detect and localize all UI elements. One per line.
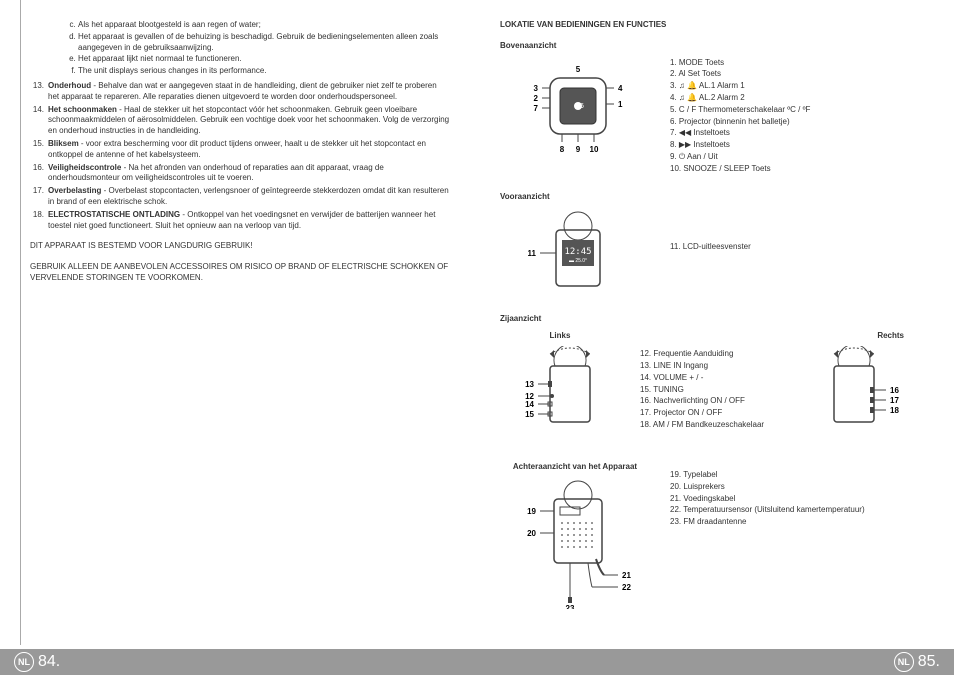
- top-controls: 1. MODE Toets2. Al Set Toets3. ♫ 🔔 AL.1 …: [670, 58, 810, 176]
- svg-text:3: 3: [534, 84, 539, 93]
- back-view-row: Achteraanzicht van het Apparaat: [500, 452, 924, 609]
- numbered-item: 15.Bliksem - voor extra bescherming voor…: [30, 139, 450, 161]
- control-item: 19. Typelabel: [670, 470, 865, 481]
- svg-text:1: 1: [618, 100, 623, 109]
- control-item: 14. VOLUME + / -: [640, 373, 784, 384]
- numbered-item: 13.Onderhoud - Behalve dan wat er aangeg…: [30, 81, 450, 103]
- nl-badge-right: NL: [894, 652, 914, 672]
- svg-text:23: 23: [566, 604, 575, 609]
- svg-text:18: 18: [890, 406, 899, 415]
- side-right-svg: 16 17 18: [804, 346, 924, 436]
- control-item: 7. ◀◀ Insteltoets: [670, 128, 810, 139]
- side-left-svg: 13 12 14 15: [500, 346, 620, 436]
- item-e: Het apparaat lijkt niet normaal te funct…: [78, 54, 450, 65]
- rechts-label: Rechts: [804, 331, 924, 342]
- item-f: The unit displays serious changes in its…: [78, 66, 450, 77]
- top-diagram: 5 3 2 7 4 1 6 8 9 10: [500, 58, 650, 176]
- back-controls: 19. Typelabel20. Luisprekers21. Voedings…: [670, 452, 865, 609]
- numbered-item: 16.Veiligheidscontrole - Na het afronden…: [30, 163, 450, 185]
- control-item: 10. SNOOZE / SLEEP Toets: [670, 164, 810, 175]
- svg-text:6: 6: [580, 103, 584, 110]
- back-heading: Achteraanzicht van het Apparaat: [500, 462, 650, 473]
- page-num-right: NL 85.: [894, 651, 940, 673]
- svg-text:17: 17: [890, 396, 899, 405]
- control-item: 17. Projector ON / OFF: [640, 408, 784, 419]
- control-item: 22. Temperatuursensor (Uitsluitend kamer…: [670, 505, 865, 516]
- control-item: 3. ♫ 🔔 AL.1 Alarm 1: [670, 81, 810, 92]
- top-svg: 5 3 2 7 4 1 6 8 9 10: [500, 58, 650, 158]
- control-item: 9. ⏻ Aan / Uit: [670, 152, 810, 163]
- top-view-row: 5 3 2 7 4 1 6 8 9 10 1. MODE Toets2. Al …: [500, 58, 924, 176]
- side-controls: 12. Frequentie Aanduiding13. LINE IN Ing…: [640, 331, 784, 432]
- page-divider: [20, 0, 21, 645]
- side-left-diagram: Links 13 12 14 15: [500, 331, 620, 436]
- page-num-left: NL 84.: [14, 651, 60, 673]
- svg-text:14: 14: [525, 400, 534, 409]
- control-item: 23. FM draadantenne: [670, 517, 865, 528]
- side-view-row: Links 13 12 14 15 12. Frequentie Aanduid…: [500, 331, 924, 436]
- front-heading: Vooraanzicht: [500, 192, 924, 203]
- control-item: 18. AM / FM Bandkeuzeschakelaar: [640, 420, 784, 431]
- control-item: 1. MODE Toets: [670, 58, 810, 69]
- svg-text:8: 8: [560, 145, 565, 154]
- item-c: Als het apparaat blootgesteld is aan reg…: [78, 20, 450, 31]
- front-svg: 12:45 ▬ 25.0° 11: [500, 208, 650, 298]
- svg-text:▬ 25.0°: ▬ 25.0°: [569, 258, 587, 264]
- item-d: Het apparaat is gevallen of de behuizing…: [78, 32, 450, 54]
- lettered-list: Als het apparaat blootgesteld is aan reg…: [30, 20, 450, 77]
- svg-text:12:45: 12:45: [564, 247, 591, 257]
- control-item: 8. ▶▶ Insteltoets: [670, 140, 810, 151]
- control-item: 13. LINE IN Ingang: [640, 361, 784, 372]
- control-item: 20. Luisprekers: [670, 482, 865, 493]
- control-item: 16. Nachverlichting ON / OFF: [640, 396, 784, 407]
- section-title: LOKATIE VAN BEDIENINGEN EN FUNCTIES: [500, 20, 924, 31]
- svg-text:2: 2: [534, 94, 539, 103]
- control-item: 12. Frequentie Aanduiding: [640, 349, 784, 360]
- svg-text:5: 5: [576, 65, 581, 74]
- front-diagram: 12:45 ▬ 25.0° 11: [500, 208, 650, 298]
- left-column: Als het apparaat blootgesteld is aan reg…: [30, 20, 450, 640]
- front-controls: 11. LCD-uitleesvenster: [670, 208, 751, 298]
- svg-text:9: 9: [576, 145, 581, 154]
- nl-badge-left: NL: [14, 652, 34, 672]
- svg-text:19: 19: [527, 507, 536, 516]
- control-item: 6. Projector (binnenin het balletje): [670, 117, 810, 128]
- svg-text:20: 20: [527, 529, 536, 538]
- page-84: 84.: [38, 651, 60, 673]
- side-heading: Zijaanzicht: [500, 314, 924, 325]
- control-item: 11. LCD-uitleesvenster: [670, 242, 751, 253]
- numbered-item: 17.Overbelasting - Overbelast stopcontac…: [30, 186, 450, 208]
- control-item: 4. ♫ 🔔 AL.2 Alarm 2: [670, 93, 810, 104]
- svg-text:10: 10: [590, 145, 599, 154]
- svg-text:13: 13: [525, 380, 534, 389]
- page-85: 85.: [918, 651, 940, 673]
- control-item: 2. Al Set Toets: [670, 69, 810, 80]
- svg-text:11: 11: [528, 249, 537, 258]
- caps-2: GEBRUIK ALLEEN DE AANBEVOLEN ACCESSOIRES…: [30, 262, 450, 284]
- links-label: Links: [500, 331, 620, 342]
- svg-text:16: 16: [890, 386, 899, 395]
- numbered-item: 14.Het schoonmaken - Haal de stekker uit…: [30, 105, 450, 137]
- control-item: 21. Voedingskabel: [670, 494, 865, 505]
- numbered-list: 13.Onderhoud - Behalve dan wat er aangeg…: [30, 81, 450, 231]
- front-view-row: 12:45 ▬ 25.0° 11 11. LCD-uitleesvenster: [500, 208, 924, 298]
- side-right-diagram: Rechts 16 17 18: [804, 331, 924, 436]
- control-item: 5. C / F Thermometerschakelaar ºC / ºF: [670, 105, 810, 116]
- right-column: LOKATIE VAN BEDIENINGEN EN FUNCTIES Bove…: [500, 20, 924, 640]
- svg-text:4: 4: [618, 84, 623, 93]
- page-content: Als het apparaat blootgesteld is aan reg…: [0, 0, 954, 640]
- svg-text:7: 7: [534, 104, 539, 113]
- back-svg: 19 20 21 22 23: [500, 479, 650, 609]
- footer: NL 84. NL 85.: [0, 649, 954, 675]
- caps-1: DIT APPARAAT IS BESTEMD VOOR LANGDURIG G…: [30, 241, 450, 252]
- svg-text:15: 15: [525, 410, 534, 419]
- svg-text:21: 21: [622, 571, 631, 580]
- back-diagram: Achteraanzicht van het Apparaat: [500, 452, 650, 609]
- control-item: 15. TUNING: [640, 385, 784, 396]
- top-heading: Bovenaanzicht: [500, 41, 924, 52]
- numbered-item: 18.ELECTROSTATISCHE ONTLADING - Ontkoppe…: [30, 210, 450, 232]
- svg-text:22: 22: [622, 583, 631, 592]
